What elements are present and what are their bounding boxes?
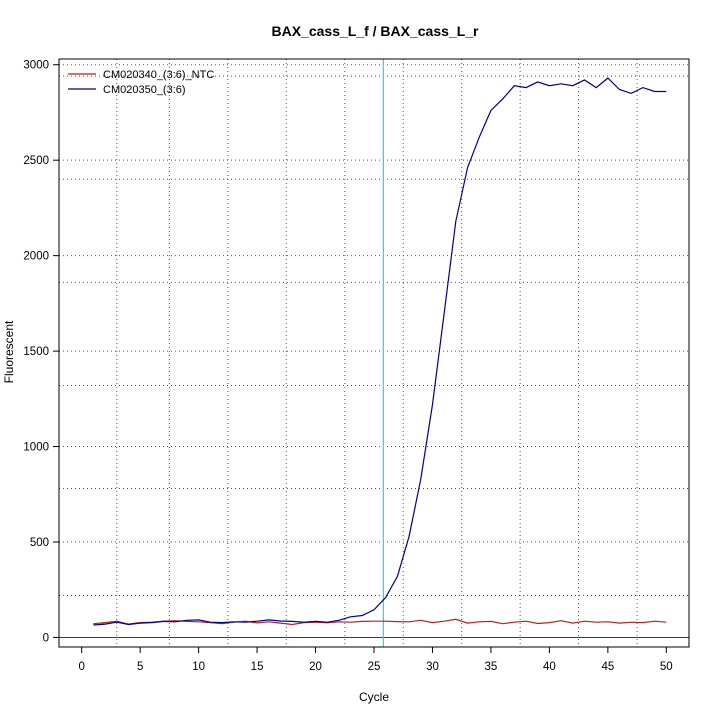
legend-label-2: CM020350_(3:6)	[103, 84, 186, 96]
x-tick-label: 30	[426, 661, 439, 673]
y-tick-label: 1500	[23, 346, 49, 358]
x-axis: 0 5 10 15 20 25 30 35 40 45 50	[78, 647, 673, 673]
legend-label-1: CM020340_(3:6)_NTC	[103, 69, 214, 81]
x-tick-label: 15	[251, 661, 264, 673]
series-layer	[93, 77, 667, 626]
y-tick-label: 2000	[23, 251, 49, 263]
x-tick-label: 40	[543, 661, 556, 673]
x-tick-label: 25	[368, 661, 381, 673]
x-tick-label: 50	[660, 661, 673, 673]
chart-title: BAX_cass_L_f / BAX_cass_L_r	[271, 23, 479, 39]
y-axis-label: Fluorescent	[2, 320, 16, 383]
y-tick-label: 2500	[23, 155, 49, 167]
marker-layer	[59, 59, 689, 647]
x-tick-label: 45	[601, 661, 614, 673]
series-line-2	[93, 77, 667, 626]
x-tick-label: 5	[137, 661, 143, 673]
y-tick-label: 1000	[23, 442, 49, 454]
x-tick-label: 10	[192, 661, 205, 673]
y-tick-label: 3000	[23, 60, 49, 72]
y-tick-label: 500	[30, 537, 49, 549]
x-tick-label: 35	[485, 661, 498, 673]
x-tick-label: 20	[309, 661, 322, 673]
x-axis-label: Cycle	[359, 690, 389, 704]
grid-layer	[59, 59, 689, 647]
x-tick-label: 0	[78, 661, 84, 673]
legend: CM020340_(3:6)_NTC CM020350_(3:6)	[68, 69, 214, 96]
y-axis: 0 500 1000 1500 2000 2500 3000	[23, 60, 59, 644]
y-tick-label: 0	[43, 632, 49, 644]
series-line-1	[93, 618, 667, 626]
